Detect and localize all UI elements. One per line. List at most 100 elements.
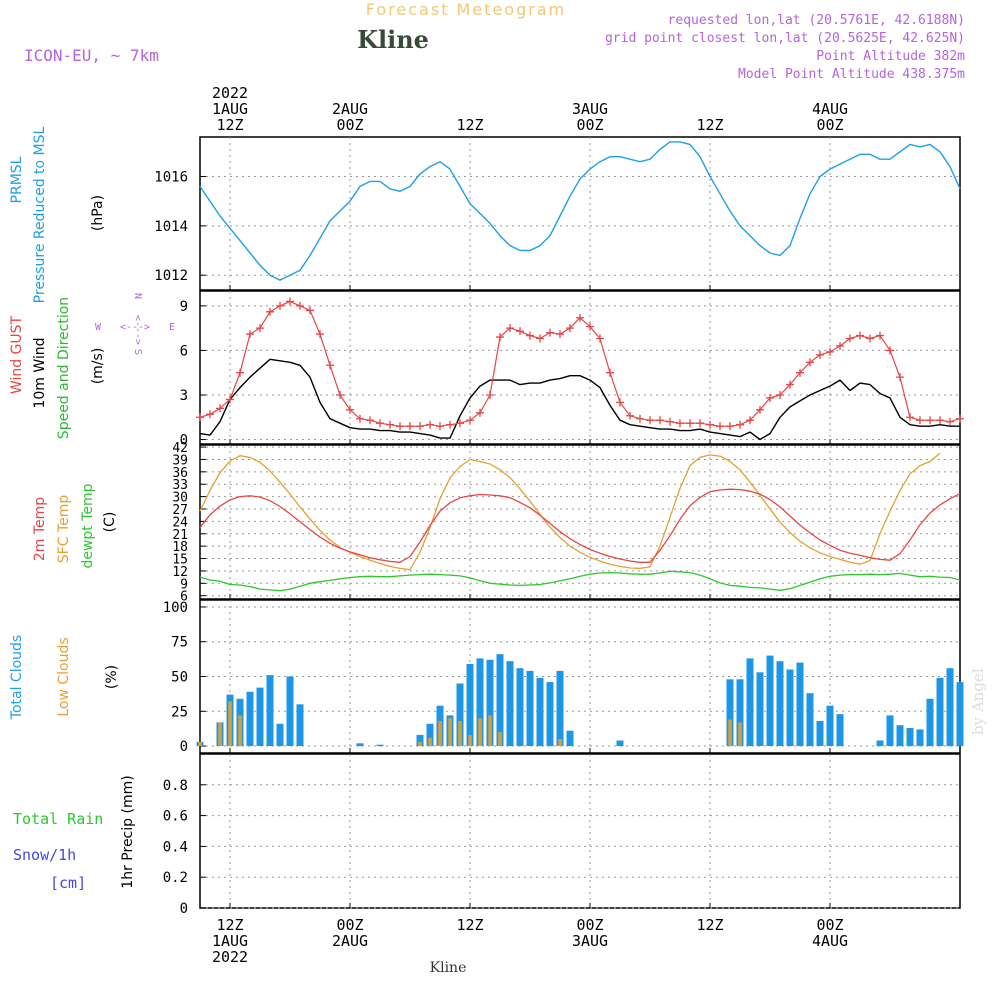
top-time-label: 1AUG (212, 100, 248, 118)
gust-marker (386, 420, 394, 429)
compass-north: N (132, 293, 143, 299)
total-cloud-bar (466, 664, 474, 747)
y-tick-label: 18 (172, 540, 188, 555)
y-tick-label: 24 (172, 515, 188, 530)
gust-marker (456, 419, 464, 428)
wind-10m-line (199, 358, 960, 441)
total-cloud-bar (526, 670, 534, 746)
gust-marker (706, 420, 714, 429)
total-cloud-bar (486, 659, 494, 746)
gust-marker (536, 334, 544, 343)
total-cloud-bar (376, 744, 384, 747)
total-cloud-bar (536, 677, 544, 747)
total-cloud-bar (796, 662, 804, 747)
low-cloud-bar (448, 718, 452, 746)
gust-marker (766, 393, 774, 402)
total-cloud-bar (296, 704, 304, 746)
y-tick-label: 0 (180, 433, 188, 449)
y-tick-label: 36 (172, 466, 188, 481)
gust-marker (476, 408, 484, 417)
precip-label-cm: [cm] (50, 874, 86, 892)
bottom-time-label: 3AUG (572, 932, 608, 950)
low-cloud-bar (228, 701, 232, 746)
total-cloud-bar (836, 714, 844, 747)
total-cloud-bar (786, 669, 794, 746)
low-cloud-bar (438, 721, 442, 746)
cloud-unit: (%) (104, 665, 120, 689)
total-cloud-bar (356, 743, 364, 747)
bottom-time-label: 4AUG (812, 932, 848, 950)
compass-ew-arrow: <---> (120, 322, 150, 333)
bottom-time-label: 2022 (212, 948, 248, 966)
total-cloud-bar (286, 676, 294, 746)
total-cloud-bar (876, 740, 884, 747)
gust-marker (826, 347, 834, 356)
total-cloud-bar (926, 698, 934, 747)
total-cloud-bar (756, 672, 764, 746)
low-cloud-bar (198, 741, 202, 747)
y-tick-label: 6 (180, 343, 188, 359)
top-time-label: 4AUG (812, 100, 848, 118)
pressure-series-line (199, 141, 961, 281)
grid-point: grid point closest lon,lat (20.5625E, 42… (605, 31, 965, 46)
total-cloud-bar (906, 728, 914, 747)
top-time-label: 2AUG (332, 100, 368, 118)
y-tick-label: 1012 (154, 268, 188, 284)
y-tick-label: 0 (180, 901, 188, 917)
product-title: Forecast Meteogram (366, 0, 566, 19)
low-cloud-bar (498, 732, 502, 746)
low-cloud-bar (418, 741, 422, 747)
gust-marker (546, 328, 554, 337)
top-time-label: 00Z (336, 116, 363, 134)
y-tick-label: 21 (172, 528, 188, 543)
pressure-panel: 1012 1014 1016 (154, 136, 961, 291)
gust-marker (556, 330, 564, 339)
precip-panel: 0 0.2 0.4 0.6 0.8 (163, 753, 961, 917)
total-cloud-bar (546, 682, 554, 747)
gust-marker (496, 333, 504, 342)
wind-label-gust: Wind GUST (9, 315, 25, 394)
y-tick-label: 25 (171, 704, 188, 720)
total-cloud-bar (746, 658, 754, 746)
gust-marker (856, 331, 864, 340)
compass-west: W (95, 322, 102, 333)
total-cloud-bar (256, 687, 264, 746)
total-cloud-bar (506, 661, 514, 746)
low-cloud-bar (478, 718, 482, 746)
gust-marker (286, 297, 294, 306)
total-cloud-bar (566, 730, 574, 746)
gust-marker (736, 420, 744, 429)
total-cloud-bar (956, 682, 964, 747)
total-cloud-bar (776, 661, 784, 746)
temp-label-dewpt: dewpt Temp (80, 483, 96, 568)
gust-marker (316, 330, 324, 339)
gust-marker (596, 334, 604, 343)
gust-marker (916, 416, 924, 425)
gust-marker (466, 416, 474, 425)
compass-rose: W <---> E N <---> S (95, 293, 175, 355)
total-cloud-bar (896, 725, 904, 747)
y-tick-label: 100 (163, 600, 188, 616)
total-cloud-bar (616, 740, 624, 747)
top-time-label: 2022 (212, 84, 248, 102)
gust-marker (746, 416, 754, 425)
top-time-label: 3AUG (572, 100, 608, 118)
y-tick-label: 75 (171, 635, 188, 651)
gust-marker (346, 405, 354, 414)
temp-label-sfc: SFC Temp (56, 495, 72, 564)
y-tick-label: 0.8 (163, 778, 188, 794)
gust-marker (416, 422, 424, 431)
pressure-label-2: Pressure Reduced to MSL (32, 126, 48, 303)
bottom-time-label: 00Z (816, 916, 843, 934)
gust-marker (886, 346, 894, 355)
y-tick-label: 0.2 (163, 870, 188, 886)
dewpoint-line (199, 570, 961, 592)
point-altitude: Point Altitude 382m (816, 49, 965, 64)
gust-marker (946, 417, 954, 426)
y-tick-label: 1014 (154, 219, 188, 235)
cloud-label-low: Low Clouds (56, 637, 72, 716)
wind-unit: (m/s) (90, 348, 106, 385)
